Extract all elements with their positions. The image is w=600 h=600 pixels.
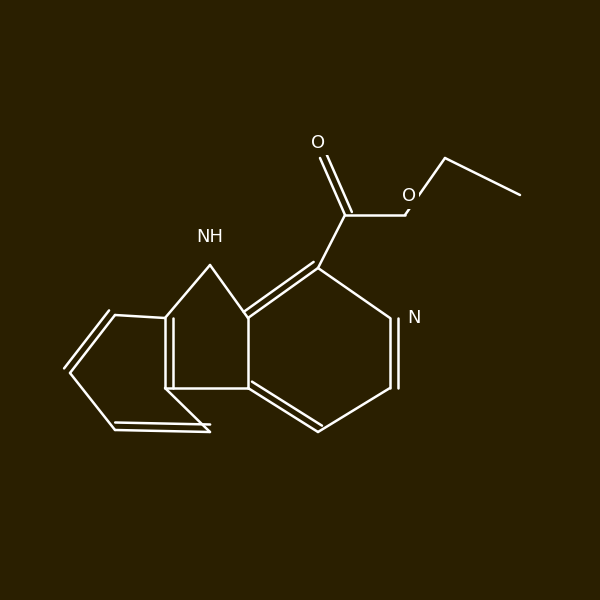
Text: N: N [407, 309, 421, 327]
Text: O: O [311, 134, 326, 152]
Text: O: O [401, 187, 416, 205]
Text: NH: NH [197, 227, 223, 245]
